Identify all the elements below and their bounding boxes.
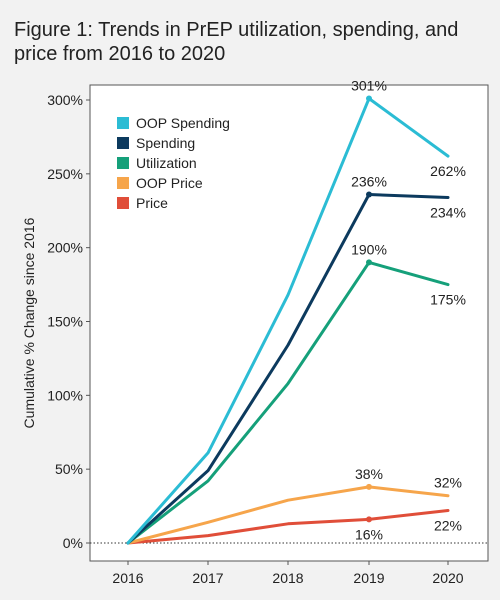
legend-swatch: [117, 157, 129, 169]
legend-label: Price: [136, 195, 168, 211]
x-tick-label: 2018: [272, 570, 303, 586]
legend-label: Utilization: [136, 155, 197, 171]
y-tick-label: 50%: [55, 461, 83, 477]
data-point-price: [366, 516, 372, 523]
data-label: 16%: [355, 526, 383, 542]
data-label: 22%: [434, 518, 462, 534]
y-tick-label: 300%: [47, 92, 83, 108]
data-label: 32%: [434, 475, 462, 491]
data-label: 38%: [355, 466, 383, 482]
data-point-utilization: [366, 259, 372, 266]
y-tick-label: 100%: [47, 387, 83, 403]
data-label: 301%: [351, 78, 387, 94]
data-label: 234%: [430, 204, 466, 220]
series-line-oop-price: [126, 485, 450, 545]
series-line-utilization: [126, 260, 450, 545]
legend-label: OOP Spending: [136, 115, 230, 131]
y-tick-label: 0%: [63, 535, 83, 551]
data-label: 190%: [351, 241, 387, 257]
data-label: 236%: [351, 174, 387, 190]
series-line-price: [126, 509, 450, 545]
x-tick-label: 2019: [353, 570, 384, 586]
plot-area: [89, 84, 489, 562]
data-point-oop-price: [366, 483, 372, 490]
y-tick-label: 200%: [47, 240, 83, 256]
legend-swatch: [117, 137, 129, 149]
y-tick-label: 250%: [47, 166, 83, 182]
series-line-oop-spending: [126, 97, 450, 545]
data-label: 262%: [430, 163, 466, 179]
legend-swatch: [117, 117, 129, 129]
x-tick-label: 2016: [112, 570, 143, 586]
x-tick-label: 2017: [192, 570, 223, 586]
x-tick-label: 2020: [432, 570, 463, 586]
series-line-spending: [126, 193, 450, 545]
chart-title: Figure 1: Trends in PrEP utilization, sp…: [14, 19, 459, 65]
legend-label: OOP Price: [136, 175, 203, 191]
y-axis-label: Cumulative % Change since 2016: [21, 217, 37, 428]
data-point-spending: [366, 191, 372, 198]
legend-label: Spending: [136, 135, 195, 151]
data-label: 175%: [430, 292, 466, 308]
legend-swatch: [117, 197, 129, 209]
y-tick-label: 150%: [47, 314, 83, 330]
data-point-oop-spending: [366, 95, 372, 102]
legend-swatch: [117, 177, 129, 189]
